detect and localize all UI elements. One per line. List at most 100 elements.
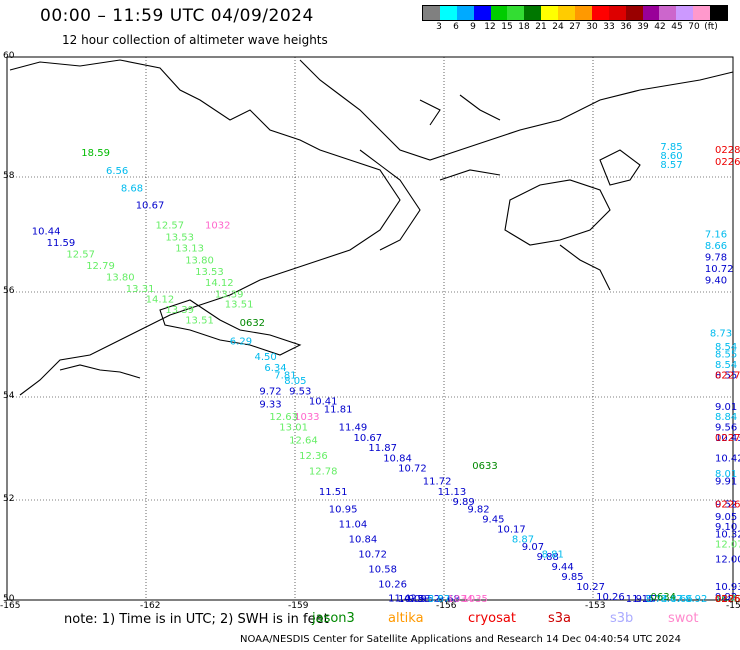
colorbar-swatch — [423, 6, 440, 20]
satellite-legend-item: s3b — [610, 611, 634, 626]
wave-height-label: 9.68 — [438, 594, 460, 605]
wave-height-label: 13.39 — [215, 289, 244, 300]
wave-height-label: 9.92 — [715, 592, 737, 603]
wave-height-label: 4.50 — [255, 352, 277, 363]
colorbar-swatches — [422, 5, 728, 21]
colorbar-label: 30 — [586, 22, 598, 32]
lon-tick-label: -156 — [436, 601, 457, 611]
wave-height-label: 11.13 — [438, 487, 467, 498]
wave-height-label: 11.87 — [368, 443, 397, 454]
page-title: 00:00 – 11:59 UTC 04/09/2024 — [40, 6, 314, 26]
wave-height-label: 13.80 — [185, 255, 214, 266]
wave-height-label: 10.72 — [358, 550, 387, 561]
colorbar-swatch — [541, 6, 559, 20]
colorbar-label: 18 — [518, 22, 530, 32]
wave-height-label: 10.26 — [596, 592, 625, 603]
wave-height-label: 12.36 — [299, 451, 328, 462]
lon-tick-label: -165 — [0, 601, 21, 611]
pass-id-label: 0227 — [715, 371, 740, 382]
wave-height-label: 6.29 — [230, 337, 252, 348]
wave-height-label: 9.40 — [705, 275, 727, 286]
wave-height-label: 13.31 — [126, 284, 155, 295]
colorbar-label: 36 — [620, 22, 632, 32]
wave-height-label: 10.44 — [32, 227, 61, 238]
wave-height-label: 9.56 — [715, 423, 737, 434]
wave-height-label: 8.92 — [685, 594, 707, 605]
colorbar-swatch — [456, 6, 474, 20]
wave-height-label: 14.12 — [146, 295, 175, 306]
wave-height-label: 9.85 — [561, 572, 583, 583]
colorbar-labels: 3 6 9 12 15 18 21 24 27 30 33 36 39 42 45 70 (ft) — [422, 21, 728, 33]
wave-height-label: 11.49 — [339, 423, 368, 434]
wave-height-label: 10.09 — [398, 594, 427, 605]
wave-height-label: 9.33 — [259, 399, 281, 410]
pass-id-label: 0227 — [715, 433, 740, 444]
wave-height-label: 7.85 — [660, 142, 682, 153]
colorbar-label: 27 — [569, 22, 581, 32]
wave-height-label: 9.10 — [715, 522, 737, 533]
map-frame — [6, 56, 734, 601]
credit-line: NOAA/NESDIS Center for Satellite Applica… — [240, 634, 682, 645]
wave-height-label: 18.59 — [81, 148, 110, 159]
wave-height-label: 9.07 — [522, 542, 544, 553]
wave-height-label: 7.81 — [274, 371, 296, 382]
lon-tick-label: -159 — [288, 601, 309, 611]
pass-id-label: 0633 — [472, 461, 497, 472]
wave-height-label: 9.01 — [715, 402, 737, 413]
colorbar-label: 6 — [453, 22, 459, 32]
satellite-legend-item: jason3 — [312, 611, 355, 626]
wave-height-label: 9.89 — [453, 497, 475, 508]
colorbar-swatch — [693, 6, 711, 20]
colorbar-label: 42 — [654, 22, 666, 32]
wave-height-label: 11.72 — [423, 477, 452, 488]
colorbar-swatch — [642, 6, 660, 20]
wave-height-label: 10.42 — [715, 453, 740, 464]
lat-tick-label: 50 — [3, 594, 15, 604]
pass-id-label: 0634 — [651, 592, 676, 603]
wave-height-label: 10.84 — [383, 453, 412, 464]
wave-height-label: 10.58 — [368, 565, 397, 576]
wave-height-label: 10.32 — [715, 530, 740, 541]
wave-height-label: 8.84 — [715, 412, 737, 423]
wave-height-label: 10.27 — [576, 582, 605, 593]
wave-height-label: 8.74 — [646, 594, 668, 605]
wave-height-label: 8.01 — [715, 469, 737, 480]
colorbar-swatch — [439, 6, 457, 20]
coastline — [9, 59, 734, 396]
wave-height-label: 11.51 — [319, 487, 348, 498]
pass-id-label: 0635 — [715, 594, 740, 605]
wave-height-label: 9.53 — [289, 386, 311, 397]
lat-tick-label: 54 — [3, 391, 15, 401]
wave-height-label: 12.79 — [86, 261, 115, 272]
wave-height-label: 13.51 — [185, 316, 214, 327]
wave-height-label: 11.42 — [388, 594, 417, 605]
colorbar-label: 12 — [484, 22, 496, 32]
wave-height-label: 9.37 — [636, 594, 658, 605]
colorbar-swatch — [558, 6, 576, 20]
pass-id-label: 1033 — [294, 412, 319, 423]
wave-height-label: 9.91 — [715, 477, 737, 488]
wave-height-label: 11.81 — [324, 404, 353, 415]
colorbar-swatch — [676, 6, 694, 20]
wave-height-label: 9.72 — [259, 386, 281, 397]
wave-height-label: 12.57 — [66, 250, 95, 261]
wave-height-label: 6.56 — [106, 166, 128, 177]
pass-id-label: 0226 — [715, 500, 740, 511]
wave-height-label: 9.05 — [715, 512, 737, 523]
wave-height-label: 9.82 — [467, 505, 489, 516]
wave-height-label: 12.00 — [715, 555, 740, 566]
wave-height-label: 8.47 — [660, 594, 682, 605]
wave-height-label: 10.41 — [309, 397, 338, 408]
wave-height-label: 6.34 — [264, 363, 286, 374]
colorbar-swatch — [710, 6, 728, 20]
wave-height-label: 12.57 — [156, 221, 185, 232]
pass-id-label: 0226 — [715, 157, 740, 168]
colorbar-label: 9 — [470, 22, 476, 32]
wave-height-label: 13.53 — [165, 232, 194, 243]
colorbar-swatch — [575, 6, 592, 20]
wave-height-label: 12.64 — [289, 435, 318, 446]
colorbar-swatch — [490, 6, 508, 20]
wave-height-label: 7.16 — [705, 229, 727, 240]
wave-height-label: 12.42 — [715, 594, 740, 605]
